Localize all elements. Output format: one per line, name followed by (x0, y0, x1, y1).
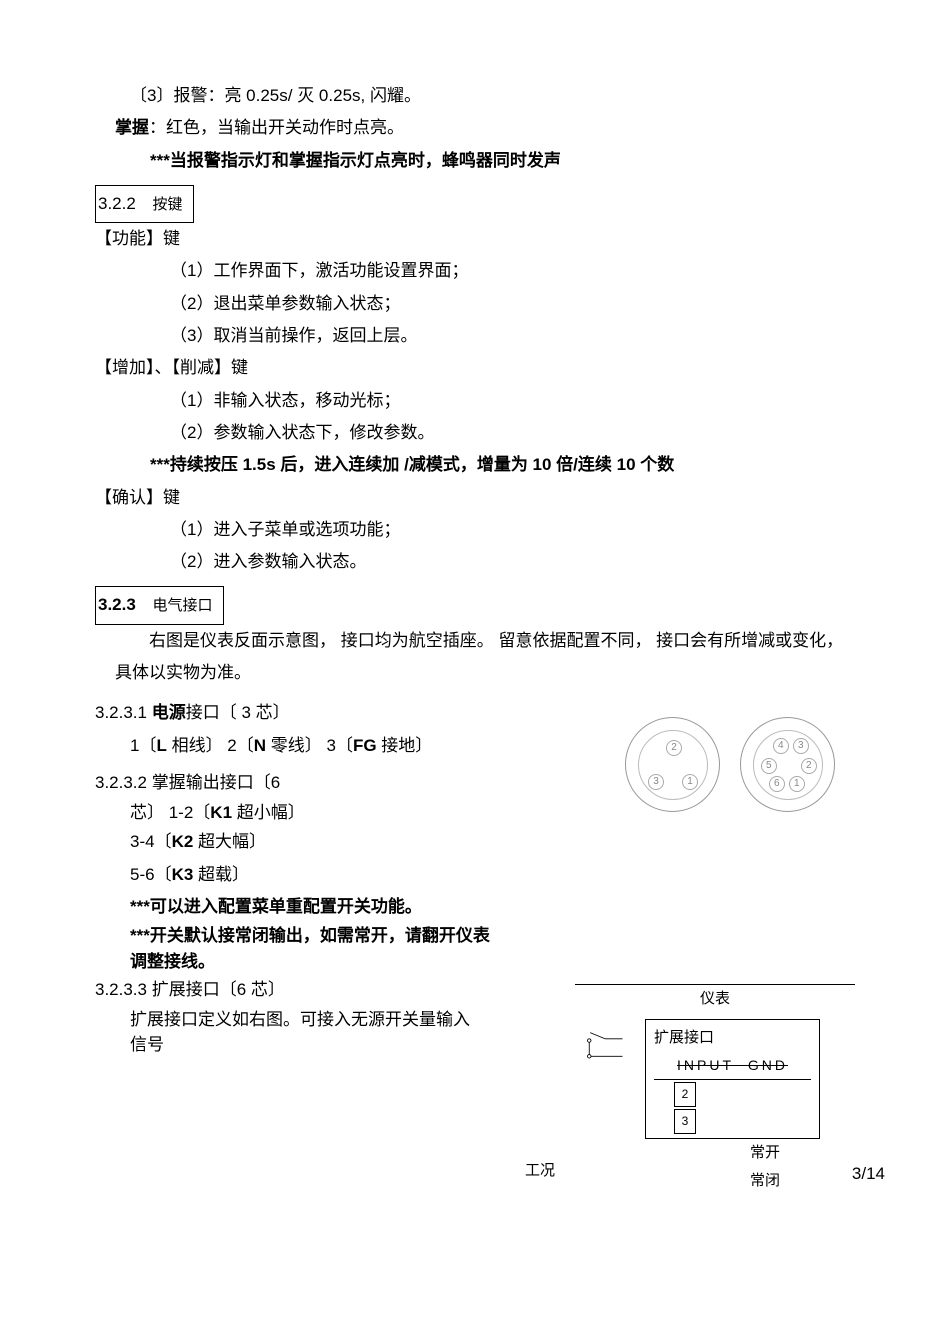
switch-icon (580, 1030, 630, 1065)
inc-item-2: （2）参数输入状态下，修改参数。 (95, 417, 855, 449)
control-rest: ：红色，当输出开关动作时点亮。 (149, 118, 404, 137)
input-label: INPUT (677, 1057, 734, 1073)
k1: K1 (210, 803, 232, 822)
inc-key-label: 【增加】、【削减】键 (95, 352, 855, 384)
switch-note-2: ***开关默认接常闭输出，如需常开，请翻开仪表调整接线。 (95, 923, 495, 974)
ok-item-2: （2）进入参数输入状态。 (95, 546, 855, 578)
pin-label: 2 (801, 758, 817, 774)
ext-inner-box: 扩展接口 INPUT GND 2 3 (645, 1019, 820, 1139)
txt: 超载〕 (193, 865, 249, 884)
pin-label: 5 (761, 758, 777, 774)
pin-label: 3 (793, 738, 809, 754)
section-num: 3.2.3 (98, 595, 136, 614)
func-key-label: 【功能】键 (95, 223, 855, 255)
control-line: 掌握：红色，当输出开关动作时点亮。 (95, 112, 855, 144)
k3: K3 (172, 865, 194, 884)
connector-3pin-icon: 2 1 3 (625, 717, 720, 812)
section-title: 按键 (153, 196, 183, 213)
continuous-note: ***持续按压 1.5s 后，进入连续加 /减模式，增量为 10 倍/连续 10… (95, 449, 855, 481)
func-item-3: （3）取消当前操作，返回上层。 (95, 320, 855, 352)
connector-diagram-area: 2 1 3 4 3 2 1 6 5 (625, 717, 855, 823)
no-label: 常开 (675, 1139, 855, 1168)
nc-label: 常闭 (675, 1167, 855, 1196)
func-item-2: （2）退出菜单参数输入状态； (95, 288, 855, 320)
buzzer-note: ***当报警指示灯和掌握指示灯点亮时，蜂鸣器同时发声 (95, 145, 855, 177)
fg-label: FG (353, 736, 377, 755)
gk-label: 工况 (525, 1157, 555, 1186)
txt: 3-4〔 (130, 832, 172, 851)
n-label: N (254, 736, 266, 755)
section-322-header: 3.2.2 按键 (95, 185, 194, 223)
txt: 芯〕 1-2〔 (130, 803, 210, 822)
func-item-1: （1）工作界面下，激活功能设置界面； (95, 255, 855, 287)
txt: 超大幅〕 (193, 832, 266, 851)
inc-item-1: （1）非输入状态，移动光标； (95, 385, 855, 417)
l-label: L (156, 736, 166, 755)
section-title: 电气接口 (153, 597, 213, 614)
pin-2: 2 (674, 1082, 696, 1107)
switch-note-1: ***可以进入配置菜单重配置开关功能。 (95, 891, 855, 923)
txt: 5-6〔 (130, 865, 172, 884)
pin-label: 1 (789, 776, 805, 792)
control-prefix: 掌握 (115, 118, 149, 137)
pin-label: 6 (769, 776, 785, 792)
sub-num: 3.2.3.1 (95, 703, 152, 722)
sub-title: 电源 (152, 703, 186, 722)
alarm-line: 〔3〕报警：亮 0.25s/ 灭 0.25s, 闪耀。 (95, 80, 855, 112)
ok-item-1: （1）进入子菜单或选项功能； (95, 514, 855, 546)
instrument-label: 仪表 (575, 985, 855, 1014)
k2: K2 (172, 832, 194, 851)
control-out-2: 3-4〔K2 超大幅〕 (95, 826, 855, 858)
ok-key-label: 【确认】键 (95, 482, 855, 514)
section-323-header: 3.2.3 电气接口 (95, 586, 224, 624)
ext-body: 扩展接口定义如右图。可接入无源开关量输入信号 (95, 1007, 475, 1058)
gnd-label: GND (748, 1057, 788, 1073)
pin-3: 3 (674, 1109, 696, 1134)
section-num: 3.2.2 (98, 194, 136, 213)
sub-rest: 接口〔 3 芯〕 (186, 703, 290, 722)
txt: 超小幅〕 (232, 803, 305, 822)
control-out-3: 5-6〔K3 超载〕 (95, 859, 855, 891)
ext-port-label: 扩展接口 (654, 1024, 811, 1053)
input-gnd-row: INPUT GND (654, 1052, 811, 1080)
intro-text: 右图是仪表反面示意图， 接口均为航空插座。 留意依据配置不同， 接口会有所增减或… (95, 625, 855, 690)
extension-diagram: 仪表 扩展接口 INPUT GND 2 3 工况 3/14 常开 常闭 (575, 984, 855, 1195)
page-number: 3/14 (852, 1158, 885, 1190)
connector-6pin-icon: 4 3 2 1 6 5 (740, 717, 835, 812)
pin-label: 4 (773, 738, 789, 754)
